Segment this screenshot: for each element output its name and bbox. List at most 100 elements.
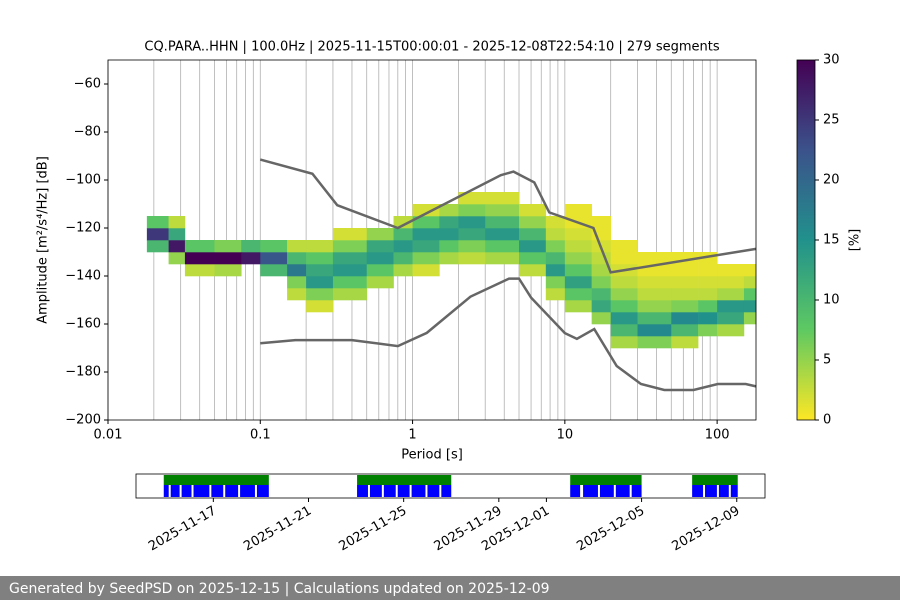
heatmap-cell xyxy=(698,324,718,337)
availability-bar xyxy=(583,485,598,497)
heatmap-cell xyxy=(545,216,566,229)
heatmap-cell xyxy=(591,288,611,301)
heatmap-cell xyxy=(698,276,718,289)
heatmap-cell xyxy=(458,216,486,229)
heatmap-cell xyxy=(184,252,215,265)
heatmap-cell xyxy=(698,300,718,313)
heatmap-cell xyxy=(637,276,672,289)
x-tick-label: 2025-12-09 xyxy=(670,504,743,555)
x-tick-label: 1 xyxy=(408,428,416,443)
heatmap-cell xyxy=(393,228,413,241)
heatmap-cell xyxy=(485,192,520,205)
heatmap-cell xyxy=(412,264,440,277)
availability-bar xyxy=(615,485,630,497)
colorbar-tick-label: 10 xyxy=(823,293,840,308)
heatmap-cell xyxy=(439,204,459,217)
colorbar-tick-label: 25 xyxy=(823,113,840,128)
colorbar-tick-label: 15 xyxy=(823,233,840,248)
heatmap-cell xyxy=(564,264,592,277)
x-axis-label: Period [s] xyxy=(401,448,463,463)
heatmap-cell xyxy=(485,228,520,241)
noise-model-line xyxy=(259,158,757,274)
heatmap-cell xyxy=(519,252,547,265)
heatmap-cell xyxy=(393,216,413,229)
heatmap-cell xyxy=(564,276,592,289)
heatmap-cell xyxy=(610,324,638,337)
heatmap-cell xyxy=(332,228,368,241)
heatmap-cell xyxy=(260,252,288,265)
y-tick-label: −60 xyxy=(74,77,101,92)
heatmap-cell xyxy=(743,288,757,301)
heatmap-cell xyxy=(366,240,394,253)
heatmap-cell xyxy=(412,204,440,217)
heatmap-cell xyxy=(366,264,394,277)
heatmap-cell xyxy=(637,312,672,325)
heatmap-cell xyxy=(698,288,718,301)
colorbar-tick-label: 0 xyxy=(823,413,831,428)
heatmap-cell xyxy=(439,216,459,229)
heatmap-cell xyxy=(332,240,368,253)
heatmap-cell xyxy=(306,252,334,265)
x-tick-label: 10 xyxy=(557,428,574,443)
availability-bar xyxy=(211,485,224,497)
heatmap-cell xyxy=(610,312,638,325)
availability-bar xyxy=(411,485,426,497)
availability-bar xyxy=(225,485,239,497)
heatmap-cell xyxy=(485,204,520,217)
heatmap-cell xyxy=(393,240,413,253)
heatmap-cell xyxy=(241,252,261,265)
heatmap-cell xyxy=(743,312,757,325)
availability-bar xyxy=(357,485,368,497)
colorbar-tick-label: 5 xyxy=(823,353,831,368)
heatmap-cell xyxy=(610,300,638,313)
heatmap-cell xyxy=(545,228,566,241)
heatmap-cell xyxy=(287,240,307,253)
availability-bar xyxy=(383,485,396,497)
heatmap-cell xyxy=(306,300,334,313)
heatmap-cell xyxy=(519,264,547,277)
availability-bar xyxy=(718,485,729,497)
heatmap-cell xyxy=(287,276,307,289)
heatmap-cell xyxy=(671,276,699,289)
heatmap-cell xyxy=(412,228,440,241)
heatmap-cell xyxy=(366,252,394,265)
heatmap-cell xyxy=(214,252,242,265)
y-tick-label: −200 xyxy=(65,413,101,428)
availability-bar xyxy=(369,485,382,497)
heatmap-cell xyxy=(717,288,745,301)
colorbar-label: [%] xyxy=(848,229,863,252)
heatmap-cell xyxy=(610,240,638,253)
availability-bar xyxy=(240,485,255,497)
colorbar-tick-label: 20 xyxy=(823,173,840,188)
heatmap-cell xyxy=(671,312,699,325)
heatmap-cell xyxy=(458,252,486,265)
heatmap-cell xyxy=(637,300,672,313)
heatmap-cell xyxy=(637,324,672,337)
heatmap-cell xyxy=(332,252,368,265)
heatmap-cell xyxy=(393,252,413,265)
heatmap-cell xyxy=(287,252,307,265)
heatmap-cell xyxy=(412,240,440,253)
heatmap-cell xyxy=(591,276,611,289)
heatmap-cell xyxy=(332,264,368,277)
heatmap-cell xyxy=(671,300,699,313)
availability-bar xyxy=(170,485,180,497)
heatmap-cell xyxy=(545,276,566,289)
availability-bar xyxy=(692,475,738,485)
availability-bar xyxy=(163,475,269,485)
heatmap-cell xyxy=(519,240,547,253)
x-tick-label: 2025-12-05 xyxy=(574,504,647,555)
heatmap-cell xyxy=(717,276,745,289)
heatmap-cell xyxy=(241,240,261,253)
availability-bar xyxy=(692,485,704,497)
colorbar-tick-label: 30 xyxy=(823,53,840,68)
heatmap-cell xyxy=(519,204,547,217)
colorbar xyxy=(796,59,816,421)
heatmap-cell xyxy=(591,300,611,313)
availability-bar xyxy=(599,485,614,497)
heatmap-cell xyxy=(366,228,394,241)
availability-bar xyxy=(357,475,452,485)
availability-bar xyxy=(256,485,269,497)
y-tick-label: −100 xyxy=(65,173,101,188)
x-tick-label: 100 xyxy=(705,428,730,443)
